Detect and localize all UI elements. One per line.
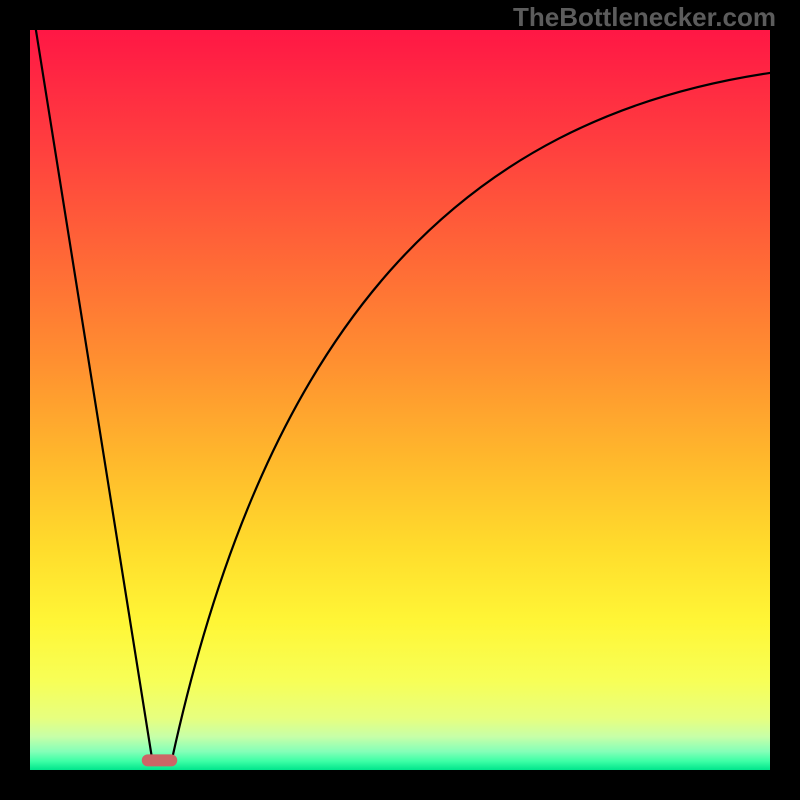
optimal-point-marker — [142, 754, 178, 766]
chart-frame: TheBottlenecker.com — [0, 0, 800, 800]
watermark-text: TheBottlenecker.com — [513, 2, 776, 33]
gradient-background — [30, 30, 770, 770]
bottleneck-chart — [0, 0, 800, 800]
